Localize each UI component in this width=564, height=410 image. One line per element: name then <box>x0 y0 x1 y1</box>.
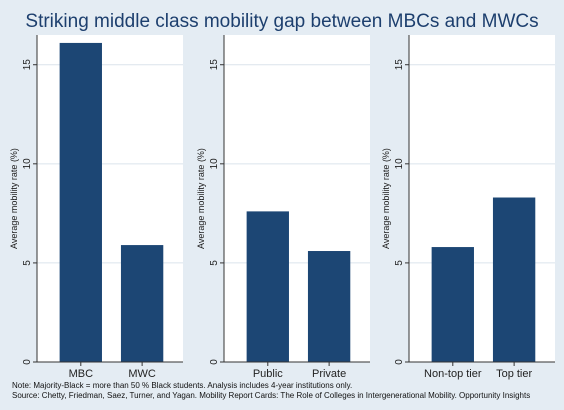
y-axis-label: Average mobility rate (%) <box>9 148 19 249</box>
bar <box>246 211 289 362</box>
x-tick-label: Non-top tier <box>424 368 482 380</box>
y-tick-label: 10 <box>22 158 33 170</box>
chart-panel-2: 0 5 10 15 Public Private Average mobility rate… <box>196 35 370 380</box>
chart-panel-3: 0 5 10 15 Non-top tier Top tier Average mobili… <box>381 35 555 380</box>
y-tick-label: 0 <box>209 359 220 365</box>
y-tick-label: 10 <box>209 158 220 170</box>
chart-panel-1: 0 5 10 15 MBC MWC Average mobility rate (%) <box>9 35 183 380</box>
y-tick-label: 10 <box>394 158 405 170</box>
bar <box>59 42 102 362</box>
x-tick-label: MBC <box>69 368 94 380</box>
y-tick-label: 0 <box>22 359 33 365</box>
chart-panels: 0 5 10 15 MBC MWC Average mobility rate (%) 0 5 1… <box>9 35 555 380</box>
note-text: Note: Majority-Black = more than 50 % Bl… <box>12 381 352 390</box>
source-text: Source: Chetty, Friedman, Saez, Turner, … <box>12 391 530 400</box>
bar <box>492 197 536 362</box>
bar <box>120 245 164 362</box>
chart-title: Striking middle class mobility gap betwe… <box>25 11 538 32</box>
y-axis-label: Average mobility rate (%) <box>196 148 206 249</box>
x-tick-label: Private <box>312 368 346 380</box>
y-tick-label: 5 <box>209 260 220 266</box>
y-tick-label: 15 <box>22 59 33 71</box>
bar <box>307 251 351 362</box>
x-tick-label: Public <box>253 368 283 380</box>
y-tick-label: 0 <box>394 359 405 365</box>
bar <box>431 247 474 362</box>
x-tick-label: Top tier <box>496 368 532 380</box>
y-tick-label: 5 <box>394 260 405 266</box>
y-tick-label: 15 <box>209 59 220 71</box>
y-axis-label: Average mobility rate (%) <box>381 148 391 249</box>
y-tick-label: 15 <box>394 59 405 71</box>
y-tick-label: 5 <box>22 260 33 266</box>
x-tick-label: MWC <box>128 368 156 380</box>
